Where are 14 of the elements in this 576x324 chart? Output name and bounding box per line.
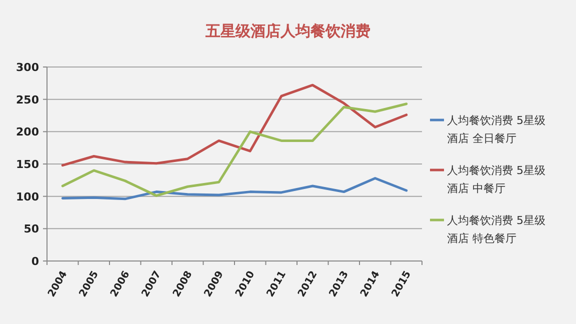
chart-title: 五星级酒店人均餐饮消费 [204, 22, 370, 40]
legend-label: 人均餐饮消费 5星级酒店 特色餐厅 [447, 214, 546, 245]
y-tick-label: 200 [16, 126, 40, 139]
line-series [61, 84, 408, 167]
y-tick-label: 0 [31, 255, 40, 268]
legend-label: 人均餐饮消费 5星级酒店 中餐厅 [447, 164, 546, 195]
line-series [61, 102, 408, 197]
legend-label: 人均餐饮消费 5星级酒店 全日餐厅 [447, 114, 546, 145]
y-tick-label: 150 [16, 158, 40, 171]
y-tick-label: 100 [16, 190, 40, 204]
line-series [61, 176, 408, 200]
y-tick-label: 300 [16, 61, 40, 74]
y-tick-label: 250 [16, 93, 40, 106]
y-tick-label: 50 [24, 222, 40, 236]
